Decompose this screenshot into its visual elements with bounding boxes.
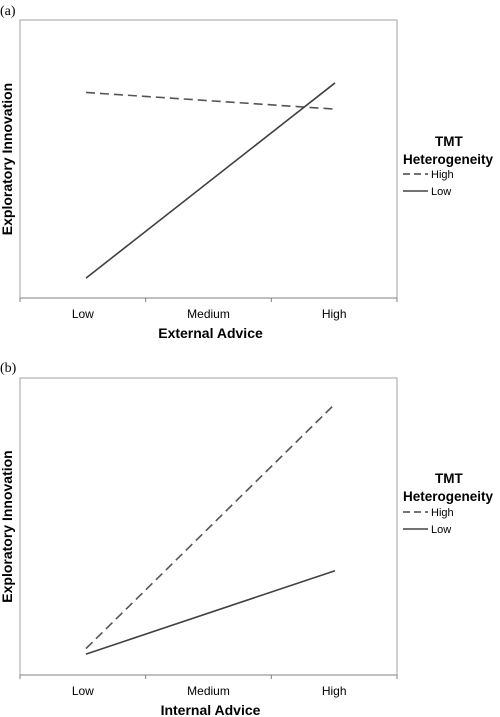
chart-panel-b: (b) Low Medium High Internal Advice Explorato… [0,361,494,717]
x-axis-title: Internal Advice [161,702,261,717]
series-line-low [85,82,336,279]
legend: TMT Heterogeneity High Low [403,471,494,536]
series-line-high [85,403,336,650]
y-axis-title: Exploratory Innovation [0,83,15,235]
x-tick-label-medium: Medium [187,684,230,698]
legend: TMT Heterogeneity High Low [403,134,494,198]
chart-panel-a: (a) Low Medium High External Advice Explorato… [0,4,494,341]
x-tick-label-low: Low [72,684,94,698]
x-tick-label-low: Low [72,307,94,321]
y-axis-title: Exploratory Innovation [0,450,15,602]
legend-title-line-2: Heterogeneity [403,152,494,167]
series-line-high [85,91,336,110]
legend-label-low: Low [431,524,451,536]
series-line-low [85,569,336,655]
x-tick-label-high: High [322,684,347,698]
legend-label-high: High [431,507,454,519]
legend-title-line-1: TMT [435,471,463,486]
legend-label-low: Low [431,186,451,198]
plot-area-frame [19,19,398,299]
legend-label-high: High [431,169,454,181]
panel-label: (a) [0,4,16,19]
legend-title-line-1: TMT [435,134,463,149]
panel-label: (b) [0,361,17,376]
legend-title-line-2: Heterogeneity [403,489,494,504]
x-axis-title: External Advice [158,325,263,341]
x-tick-label-high: High [322,307,347,321]
plot-area-frame [19,377,398,676]
x-tick-label-medium: Medium [187,307,230,321]
